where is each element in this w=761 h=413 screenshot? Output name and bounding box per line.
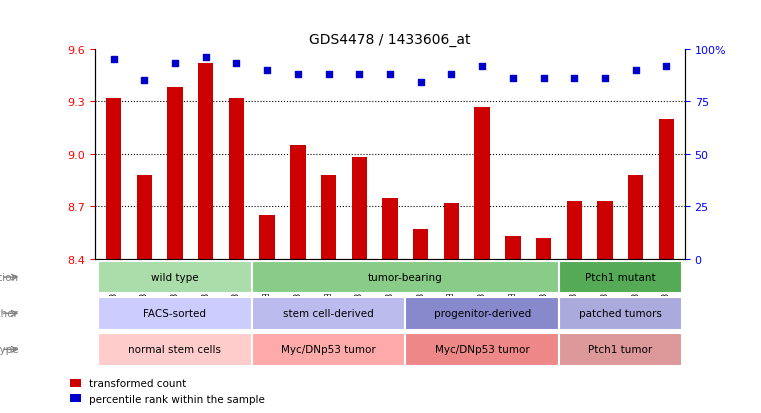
Point (139, 78, 151, 84)
FancyBboxPatch shape (98, 261, 252, 294)
Bar (260, 216, 275, 259)
Bar (352, 158, 367, 259)
FancyBboxPatch shape (252, 333, 406, 366)
FancyBboxPatch shape (252, 261, 559, 294)
Point (353, 71, 365, 78)
Bar (321, 176, 336, 259)
Point (599, 76, 611, 82)
FancyBboxPatch shape (252, 297, 406, 330)
Point (568, 76, 581, 82)
Bar (567, 202, 582, 259)
Bar (106, 99, 121, 259)
Bar (136, 176, 152, 259)
Text: progenitor-derived: progenitor-derived (434, 309, 530, 318)
Bar (444, 204, 459, 259)
Bar (536, 238, 551, 259)
Bar (597, 202, 613, 259)
FancyBboxPatch shape (98, 333, 252, 366)
Text: genotype/variation: genotype/variation (0, 273, 18, 282)
Point (415, 80, 427, 86)
FancyBboxPatch shape (559, 333, 682, 366)
Bar (505, 237, 521, 259)
Bar (229, 99, 244, 259)
Bar (290, 146, 305, 259)
Point (107, 57, 119, 63)
FancyBboxPatch shape (559, 261, 682, 294)
FancyBboxPatch shape (98, 297, 252, 330)
Point (323, 71, 335, 78)
Text: Ptch1 mutant: Ptch1 mutant (585, 273, 656, 282)
Point (291, 71, 304, 78)
Text: FACS-sorted: FACS-sorted (144, 309, 206, 318)
FancyBboxPatch shape (559, 297, 682, 330)
Text: wild type: wild type (151, 273, 199, 282)
Bar (659, 119, 674, 259)
Text: Myc/DNp53 tumor: Myc/DNp53 tumor (435, 344, 530, 354)
Point (661, 63, 673, 70)
Text: cell type: cell type (0, 344, 18, 354)
FancyBboxPatch shape (406, 333, 559, 366)
Text: normal stem cells: normal stem cells (129, 344, 221, 354)
Bar (413, 230, 428, 259)
Text: stem cell-derived: stem cell-derived (283, 309, 374, 318)
Text: Myc/DNp53 tumor: Myc/DNp53 tumor (282, 344, 376, 354)
Bar (628, 176, 644, 259)
Bar (198, 64, 213, 259)
Point (384, 71, 396, 78)
Text: Ptch1 tumor: Ptch1 tumor (588, 344, 652, 354)
Point (537, 76, 549, 82)
Text: other: other (0, 309, 18, 318)
Point (476, 63, 489, 70)
Bar (475, 107, 490, 259)
Text: tumor-bearing: tumor-bearing (368, 273, 443, 282)
Title: GDS4478 / 1433606_at: GDS4478 / 1433606_at (309, 33, 471, 47)
Point (261, 67, 273, 74)
Bar (167, 88, 183, 259)
Point (199, 55, 212, 61)
Point (507, 76, 519, 82)
Point (169, 61, 181, 68)
Point (445, 71, 457, 78)
Text: patched tumors: patched tumors (579, 309, 662, 318)
Point (629, 67, 642, 74)
Legend: transformed count, percentile rank within the sample: transformed count, percentile rank withi… (66, 374, 269, 408)
Bar (382, 198, 398, 259)
FancyBboxPatch shape (406, 297, 559, 330)
Point (231, 61, 243, 68)
